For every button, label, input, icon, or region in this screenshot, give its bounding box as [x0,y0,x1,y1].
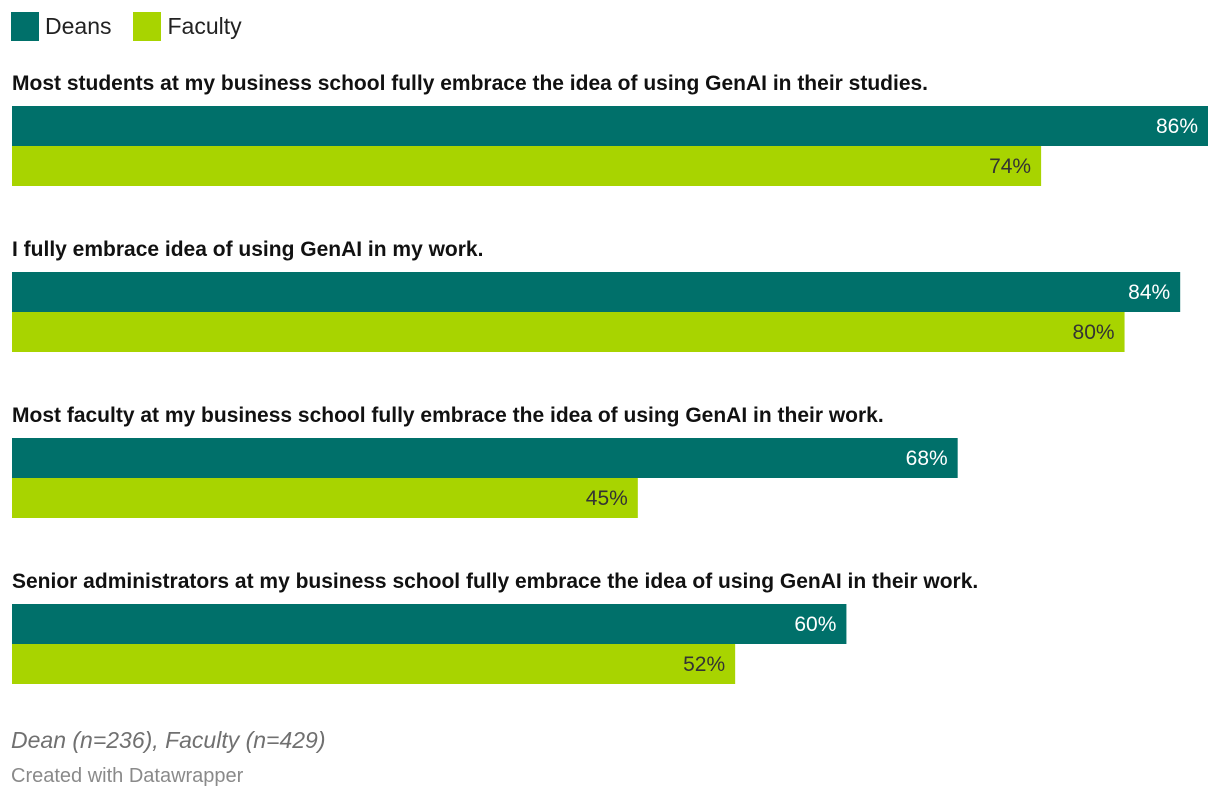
category-label-3: Most faculty at my business school fully… [12,404,884,427]
bar-deans-4[interactable] [12,604,847,644]
category-label-4: Senior administrators at my business sch… [12,570,978,593]
category-label-1: Most students at my business school full… [12,72,928,95]
value-label-deans-4: 60% [794,613,836,636]
bar-deans-1[interactable] [12,106,1208,146]
legend-item-faculty: Faculty [133,12,242,41]
legend-label-faculty: Faculty [167,13,242,39]
bar-deans-2[interactable] [12,272,1181,312]
legend-swatch-deans [11,12,39,41]
bar-deans-3[interactable] [12,438,958,478]
bar-faculty-3[interactable] [12,478,638,518]
value-label-deans-3: 68% [906,447,948,470]
bar-chart: Most students at my business school full… [12,72,1208,684]
value-label-faculty-2: 80% [1073,321,1115,344]
value-label-faculty-4: 52% [683,653,725,676]
legend-item-deans: Deans [11,12,111,41]
value-label-faculty-1: 74% [989,155,1031,178]
value-label-deans-2: 84% [1128,281,1170,304]
legend-label-deans: Deans [45,13,112,39]
bar-faculty-4[interactable] [12,644,736,684]
datawrapper-credit[interactable]: Created with Datawrapper [11,765,244,787]
bar-faculty-2[interactable] [12,312,1125,352]
category-label-2: I fully embrace idea of using GenAI in m… [12,238,483,261]
bar-faculty-1[interactable] [12,146,1042,186]
sample-size-note: Dean (n=236), Faculty (n=429) [11,727,326,753]
legend-swatch-faculty [133,12,162,41]
value-label-faculty-3: 45% [586,487,628,510]
legend: Deans Faculty [11,12,264,41]
value-label-deans-1: 86% [1156,115,1198,138]
